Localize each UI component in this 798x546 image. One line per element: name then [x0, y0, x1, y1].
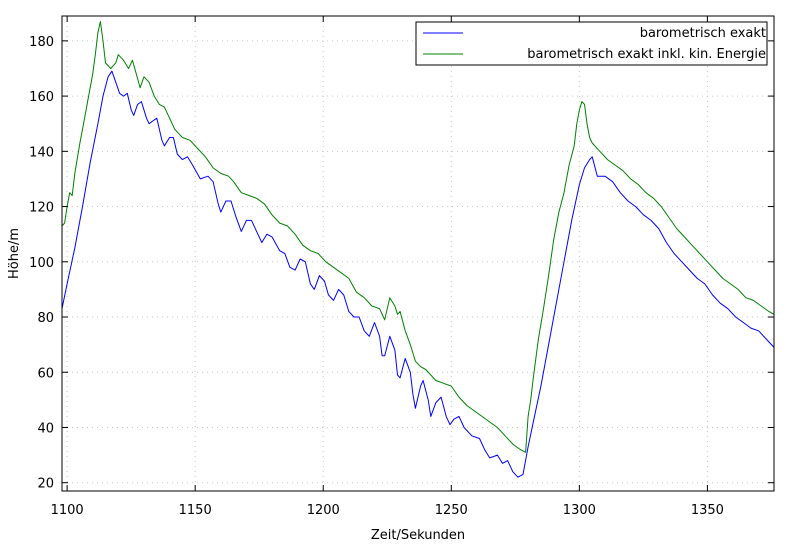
y-tick-label: 160: [29, 90, 54, 105]
x-axis-label: Zeit/Sekunden: [371, 528, 465, 543]
legend-label-barometrisch-exakt: barometrisch exakt: [640, 26, 766, 41]
plot-frame: [61, 15, 775, 492]
tick-marks: [62, 16, 774, 491]
x-tick-label: 1200: [307, 503, 340, 518]
grid-lines: [62, 16, 774, 491]
x-tick-label: 1300: [563, 503, 596, 518]
x-tick-labels: 1100 1150 1200 1250 1300 1350: [51, 503, 724, 518]
series-line-barometrisch-exakt-inkl-kin-energie: [61, 21, 775, 453]
series-layer: [61, 21, 775, 478]
y-tick-label: 100: [29, 256, 54, 271]
y-tick-label: 120: [29, 201, 54, 216]
y-axis-label: Höhe/m: [7, 228, 22, 279]
y-tick-label: 40: [37, 421, 54, 436]
y-tick-label: 20: [37, 477, 54, 492]
legend: barometrisch exakt barometrisch exakt in…: [415, 21, 768, 66]
legend-box: [415, 21, 768, 66]
y-tick-label: 180: [29, 35, 54, 50]
y-tick-label: 80: [37, 311, 54, 326]
series-line-barometrisch-exakt: [61, 70, 775, 478]
x-tick-label: 1250: [435, 503, 468, 518]
legend-label-barometrisch-exakt-inkl-kin-energie: barometrisch exakt inkl. kin. Energie: [527, 47, 766, 62]
x-tick-label: 1100: [51, 503, 84, 518]
y-tick-label: 140: [29, 145, 54, 160]
x-tick-label: 1350: [691, 503, 724, 518]
x-tick-label: 1150: [179, 503, 212, 518]
y-tick-label: 60: [37, 366, 54, 381]
y-tick-labels: 20 40 60 80 100 120 140 160 180: [29, 35, 54, 492]
